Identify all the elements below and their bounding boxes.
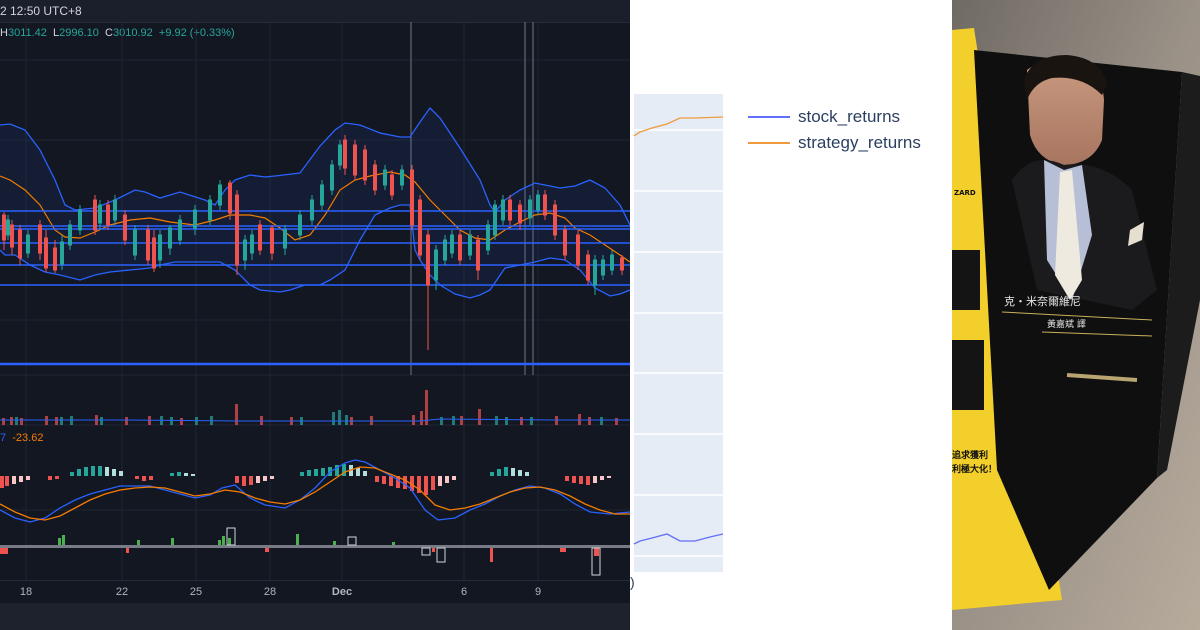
time-axis[interactable]: 18 22 25 28 Dec 6 9 <box>0 580 630 603</box>
x-tick: 25 <box>189 586 203 598</box>
close-value: 3010.92 <box>113 27 153 39</box>
x-tick: 6 <box>460 586 468 598</box>
legend-item-strategy-returns[interactable]: strategy_returns <box>748 130 921 156</box>
book-photo: 克・米奈爾維尼 黃嘉斌 譯 ZARD 追求獲利 利極大化！ <box>952 0 1200 630</box>
ohlc-legend: H3011.42 L2996.10 C3010.92 +9.92 (+0.33%… <box>0 27 235 39</box>
low-label: L <box>53 27 60 39</box>
chart-top-bar: 2 12:50 UTC+8 <box>0 0 630 23</box>
x-tick-partial: ) <box>630 574 635 590</box>
x-tick: 28 <box>263 586 277 598</box>
candlestick-chart[interactable] <box>0 0 630 630</box>
book-photo-illustration: 克・米奈爾維尼 黃嘉斌 譯 ZARD 追求獲利 利極大化！ <box>952 0 1200 630</box>
returns-line-chart[interactable] <box>630 0 952 630</box>
legend-label: stock_returns <box>798 107 901 126</box>
chart-legend[interactable]: stock_returns strategy_returns <box>748 104 921 156</box>
x-tick: 9 <box>534 586 542 598</box>
change-value: +9.92 (+0.33%) <box>158 27 235 39</box>
high-label: H <box>0 27 8 39</box>
returns-chart-panel: ) stock_returns strategy_returns <box>630 0 952 630</box>
legend-item-stock-returns[interactable]: stock_returns <box>748 104 921 130</box>
book-brand-text: ZARD <box>954 189 976 197</box>
book-translator-text: 黃嘉斌 譯 <box>1047 318 1086 330</box>
macd-value: 7 <box>0 432 7 444</box>
book-tagline-1: 追求獲利 <box>952 449 988 461</box>
x-tick: 22 <box>115 586 129 598</box>
close-label: C <box>105 27 113 39</box>
book-author-text: 克・米奈爾維尼 <box>1004 294 1081 308</box>
macd-values: 7 -23.62 <box>0 432 43 444</box>
legend-swatch <box>748 116 790 118</box>
chart-datetime: 2 12:50 UTC+8 <box>0 4 82 18</box>
book-tagline-2: 利極大化！ <box>952 463 997 475</box>
low-value: 2996.10 <box>59 27 99 39</box>
trading-chart-panel: 2 12:50 UTC+8 H3011.42 L2996.10 C3010.92… <box>0 0 630 630</box>
x-tick: Dec <box>331 586 353 598</box>
high-value: 3011.42 <box>7 27 47 39</box>
chart-bottom-bar <box>0 603 630 630</box>
x-tick: 18 <box>19 586 33 598</box>
legend-label: strategy_returns <box>798 133 921 152</box>
macd-signal-value: -23.62 <box>12 432 44 444</box>
legend-swatch <box>748 142 790 144</box>
